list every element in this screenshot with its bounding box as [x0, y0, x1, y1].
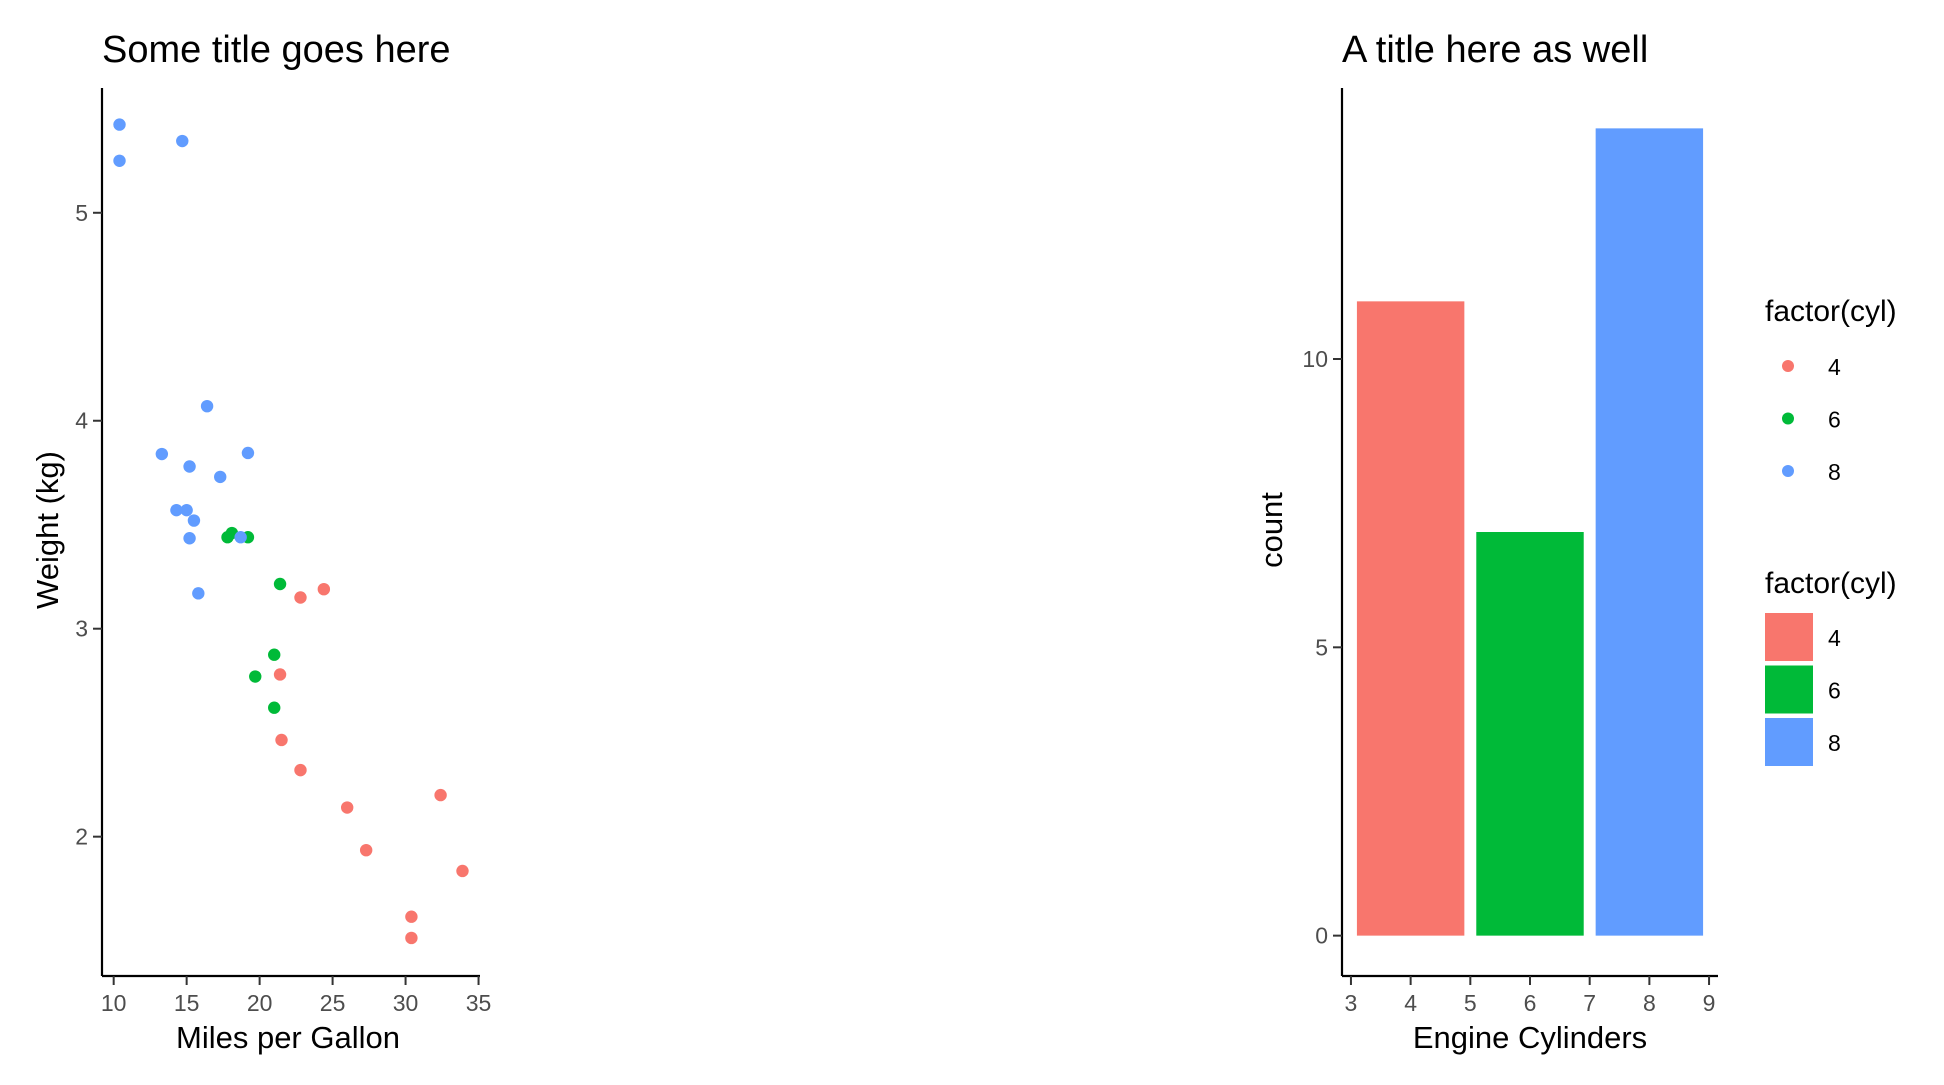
scatter-point-cyl-8: [241, 446, 255, 460]
bar-x-tick-label: 8: [1643, 990, 1656, 1016]
bar-x-tick-label: 5: [1464, 990, 1477, 1016]
scatter-point-cyl-6: [249, 670, 262, 683]
legend-color-entries: 4 6 8: [1782, 354, 1841, 485]
scatter-point-cyl-8: [187, 514, 201, 527]
bar-y-ticks: 0 5 10: [1302, 346, 1342, 949]
legend-color: factor(cyl) 4 6 8: [1765, 295, 1897, 485]
scatter-point-cyl-4: [275, 733, 288, 747]
legend-fill-label-4: 4: [1828, 625, 1841, 651]
bar-cyl-6: [1476, 532, 1584, 936]
bar-x-tick-label: 6: [1524, 990, 1537, 1016]
scatter-point-cyl-4: [294, 763, 307, 777]
scatter-point-cyl-8: [192, 587, 205, 600]
scatter-point-cyl-4: [456, 864, 469, 878]
scatter-point-cyl-4: [405, 910, 418, 923]
scatter-point-cyl-4: [273, 668, 287, 681]
legend-color-key-4: [1782, 360, 1794, 372]
bar-y-tick-label: 5: [1315, 634, 1328, 660]
scatter-point-cyl-8: [234, 530, 247, 544]
scatter-point-cyl-8: [200, 399, 214, 413]
scatter-x-tick-label: 35: [466, 990, 492, 1016]
bar-x-tick-label: 4: [1404, 990, 1417, 1016]
scatter-point-cyl-6: [268, 648, 281, 661]
bar-y-axis-title: count: [1254, 492, 1289, 568]
scatter-point-cyl-4: [294, 591, 307, 604]
scatter-point-cyl-8: [183, 532, 196, 545]
scatter-y-axis-title: Weight (kg): [30, 451, 65, 609]
scatter-point-cyl-6: [221, 530, 234, 544]
scatter-point-cyl-4: [317, 582, 331, 596]
scatter-y-tick-label: 4: [75, 408, 88, 434]
legend-fill-title: factor(cyl): [1765, 567, 1897, 600]
scatter-x-tick-label: 15: [174, 990, 200, 1016]
scatter-point-cyl-4: [434, 788, 447, 802]
scatter-x-tick-label: 30: [393, 990, 419, 1016]
bar-x-tick-label: 3: [1345, 990, 1358, 1016]
scatter-title: Some title goes here: [102, 29, 451, 71]
scatter-points: [113, 118, 469, 945]
bar-title: A title here as well: [1342, 29, 1648, 71]
scatter-point-cyl-8: [214, 470, 227, 484]
bar-x-tick-label: 7: [1583, 990, 1596, 1016]
bar-y-tick-label: 10: [1302, 346, 1328, 372]
scatter-point-cyl-4: [359, 843, 373, 857]
legend-color-label-6: 6: [1828, 407, 1841, 433]
legend-color-key-6: [1782, 412, 1794, 425]
bar-x-ticks: 3 4 5 6 7 8 9: [1345, 976, 1716, 1016]
scatter-x-tick-label: 10: [101, 990, 127, 1016]
legend-fill-key-4: [1765, 613, 1813, 661]
bar-cyl-8: [1595, 128, 1704, 936]
scatter-panel: Some title goes here Miles per Gallon We…: [30, 29, 491, 1055]
scatter-point-cyl-8: [113, 154, 126, 167]
scatter-point-cyl-8: [176, 134, 189, 148]
bar-x-axis-title: Engine Cylinders: [1413, 1020, 1647, 1055]
scatter-point-cyl-6: [273, 577, 287, 591]
legend-color-key-8: [1782, 465, 1794, 477]
scatter-point-cyl-8: [180, 503, 193, 517]
scatter-point-cyl-4: [340, 801, 354, 814]
scatter-y-tick-label: 2: [75, 824, 88, 850]
legend-fill-label-8: 8: [1828, 730, 1841, 756]
legend-fill: factor(cyl) 4 6 8: [1765, 567, 1897, 766]
scatter-point-cyl-8: [155, 447, 169, 461]
bar-y-tick-label: 0: [1315, 923, 1328, 949]
scatter-point-cyl-4: [405, 931, 418, 945]
scatter-x-tick-label: 25: [320, 990, 346, 1016]
scatter-point-cyl-6: [268, 701, 281, 714]
scatter-y-tick-label: 5: [75, 200, 88, 226]
scatter-x-tick-label: 20: [247, 990, 273, 1016]
scatter-y-ticks: 2 3 4 5: [75, 200, 102, 850]
legend-fill-key-8: [1765, 718, 1813, 766]
scatter-y-tick-label: 3: [75, 616, 88, 642]
bar-x-tick-label: 9: [1703, 990, 1716, 1016]
scatter-x-axis-title: Miles per Gallon: [176, 1020, 400, 1055]
scatter-point-cyl-8: [183, 460, 196, 473]
scatter-point-cyl-8: [113, 118, 126, 131]
scatter-point-cyl-8: [170, 503, 183, 517]
bar-cyl-4: [1356, 301, 1465, 936]
scatter-x-ticks: 10 15 20 25 30 35: [101, 976, 491, 1016]
legend-fill-entries: 4 6 8: [1765, 613, 1841, 766]
legend-color-label-4: 4: [1828, 354, 1841, 380]
legend-color-title: factor(cyl): [1765, 295, 1897, 328]
bar-panel: A title here as well Engine Cylinders co…: [1254, 29, 1718, 1055]
legend-fill-key-6: [1765, 665, 1813, 714]
bar-bars: [1356, 128, 1704, 936]
legend-color-label-8: 8: [1828, 459, 1841, 485]
legend-fill-label-6: 6: [1828, 678, 1841, 704]
